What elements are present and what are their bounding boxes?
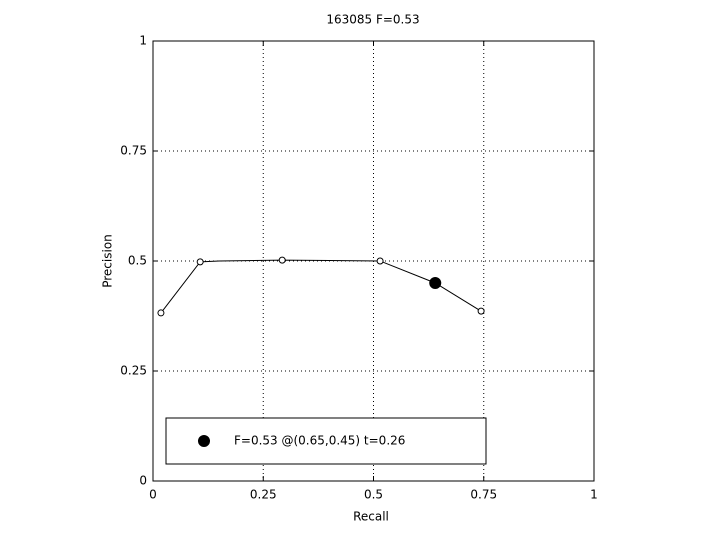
y-tick-label: 0.75 — [120, 144, 147, 158]
y-tick-label: 0.25 — [120, 364, 147, 378]
x-tick-label: 0.5 — [364, 488, 383, 502]
y-axis-label: Precision — [101, 234, 115, 288]
x-tick-label: 1 — [590, 488, 598, 502]
legend-marker — [198, 435, 210, 447]
legend-box — [165, 417, 487, 465]
plot-frame — [152, 40, 595, 482]
x-tick-label: 0 — [149, 488, 157, 502]
point-marker — [477, 307, 485, 315]
x-tick-label: 0.75 — [470, 488, 497, 502]
point-marker — [196, 258, 204, 266]
point-marker — [376, 257, 384, 265]
legend-label: F=0.53 @(0.65,0.45) t=0.26 — [234, 434, 405, 448]
y-tick-label: 0 — [139, 474, 147, 488]
y-tick-label: 1 — [139, 34, 147, 48]
chart-title: 163085 F=0.53 — [326, 13, 419, 27]
x-tick-label: 0.25 — [250, 488, 277, 502]
point-marker — [278, 256, 286, 264]
best-point — [429, 277, 442, 289]
point-marker — [157, 309, 165, 317]
y-tick-label: 0.5 — [128, 254, 147, 268]
x-axis-label: Recall — [353, 510, 389, 524]
